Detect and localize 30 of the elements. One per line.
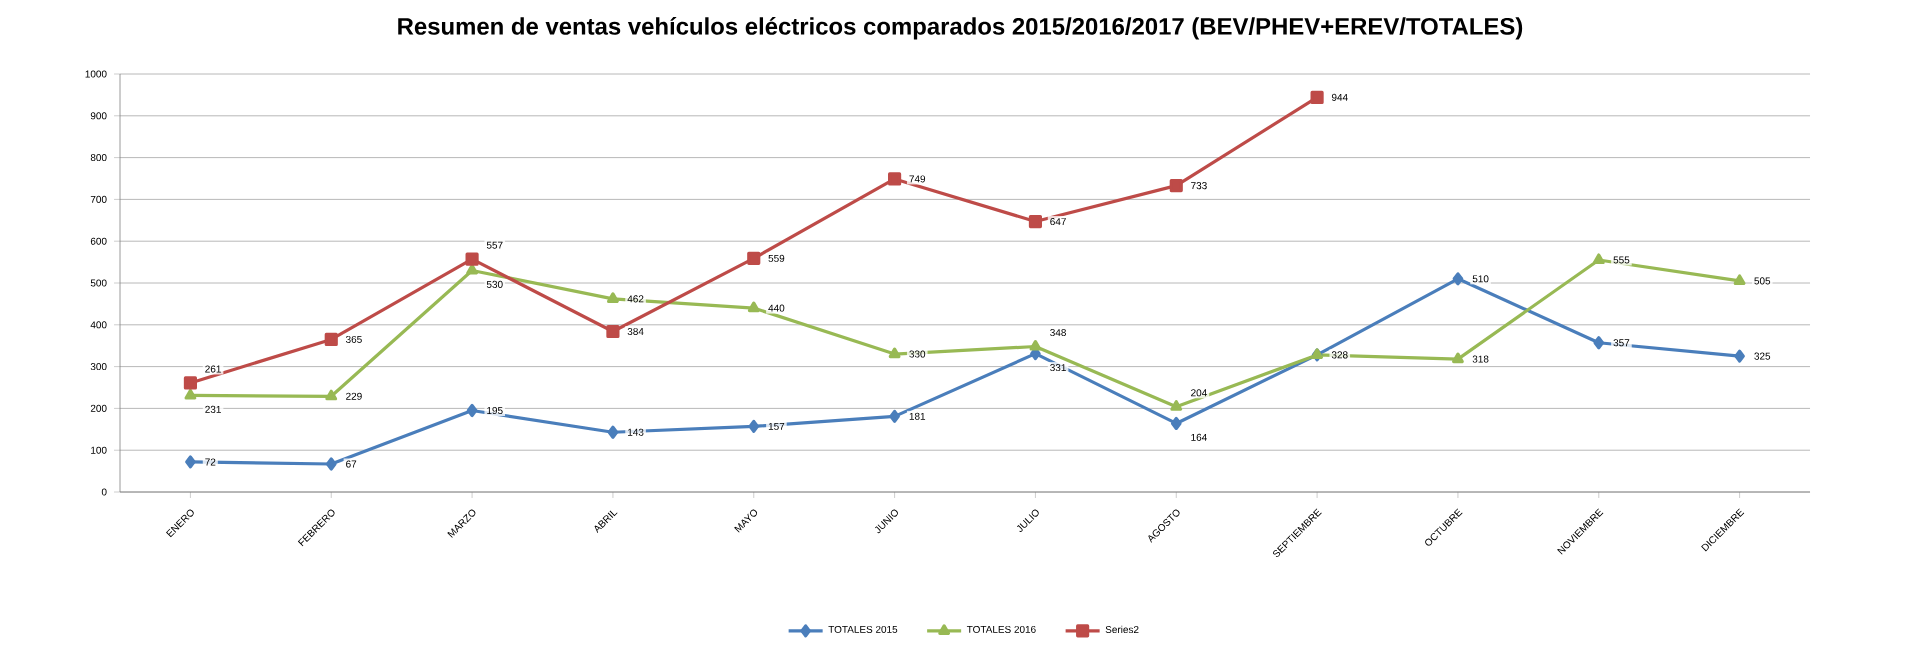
- point: [1452, 352, 1464, 364]
- point: [1169, 179, 1183, 193]
- point: [466, 403, 478, 418]
- point: [607, 292, 619, 303]
- chart-title: Resumen de ventas vehículos eléctricos comparados 2015/2016/2017 (BEV/PHEV+EREV/TOTALES): [398, 17, 1523, 40]
- point: [184, 388, 197, 400]
- point: [1734, 349, 1745, 363]
- point: [1733, 274, 1746, 285]
- point: [325, 389, 338, 401]
- point: [747, 251, 761, 265]
- point: [748, 419, 760, 433]
- point: [1310, 90, 1324, 104]
- point: [185, 455, 196, 469]
- point: [1028, 214, 1043, 229]
- point: [888, 347, 901, 359]
- point: [1170, 416, 1182, 431]
- point: [1592, 253, 1605, 265]
- point: [888, 172, 902, 186]
- point: [465, 252, 479, 266]
- point: [324, 332, 338, 347]
- point: [183, 376, 197, 390]
- point: [1593, 336, 1605, 350]
- point: [1452, 272, 1464, 286]
- point: [1029, 339, 1042, 351]
- point: [1170, 400, 1183, 411]
- point: [325, 457, 337, 471]
- point: [606, 324, 620, 339]
- point: [607, 425, 619, 439]
- point: [889, 409, 900, 423]
- point: [747, 301, 760, 313]
